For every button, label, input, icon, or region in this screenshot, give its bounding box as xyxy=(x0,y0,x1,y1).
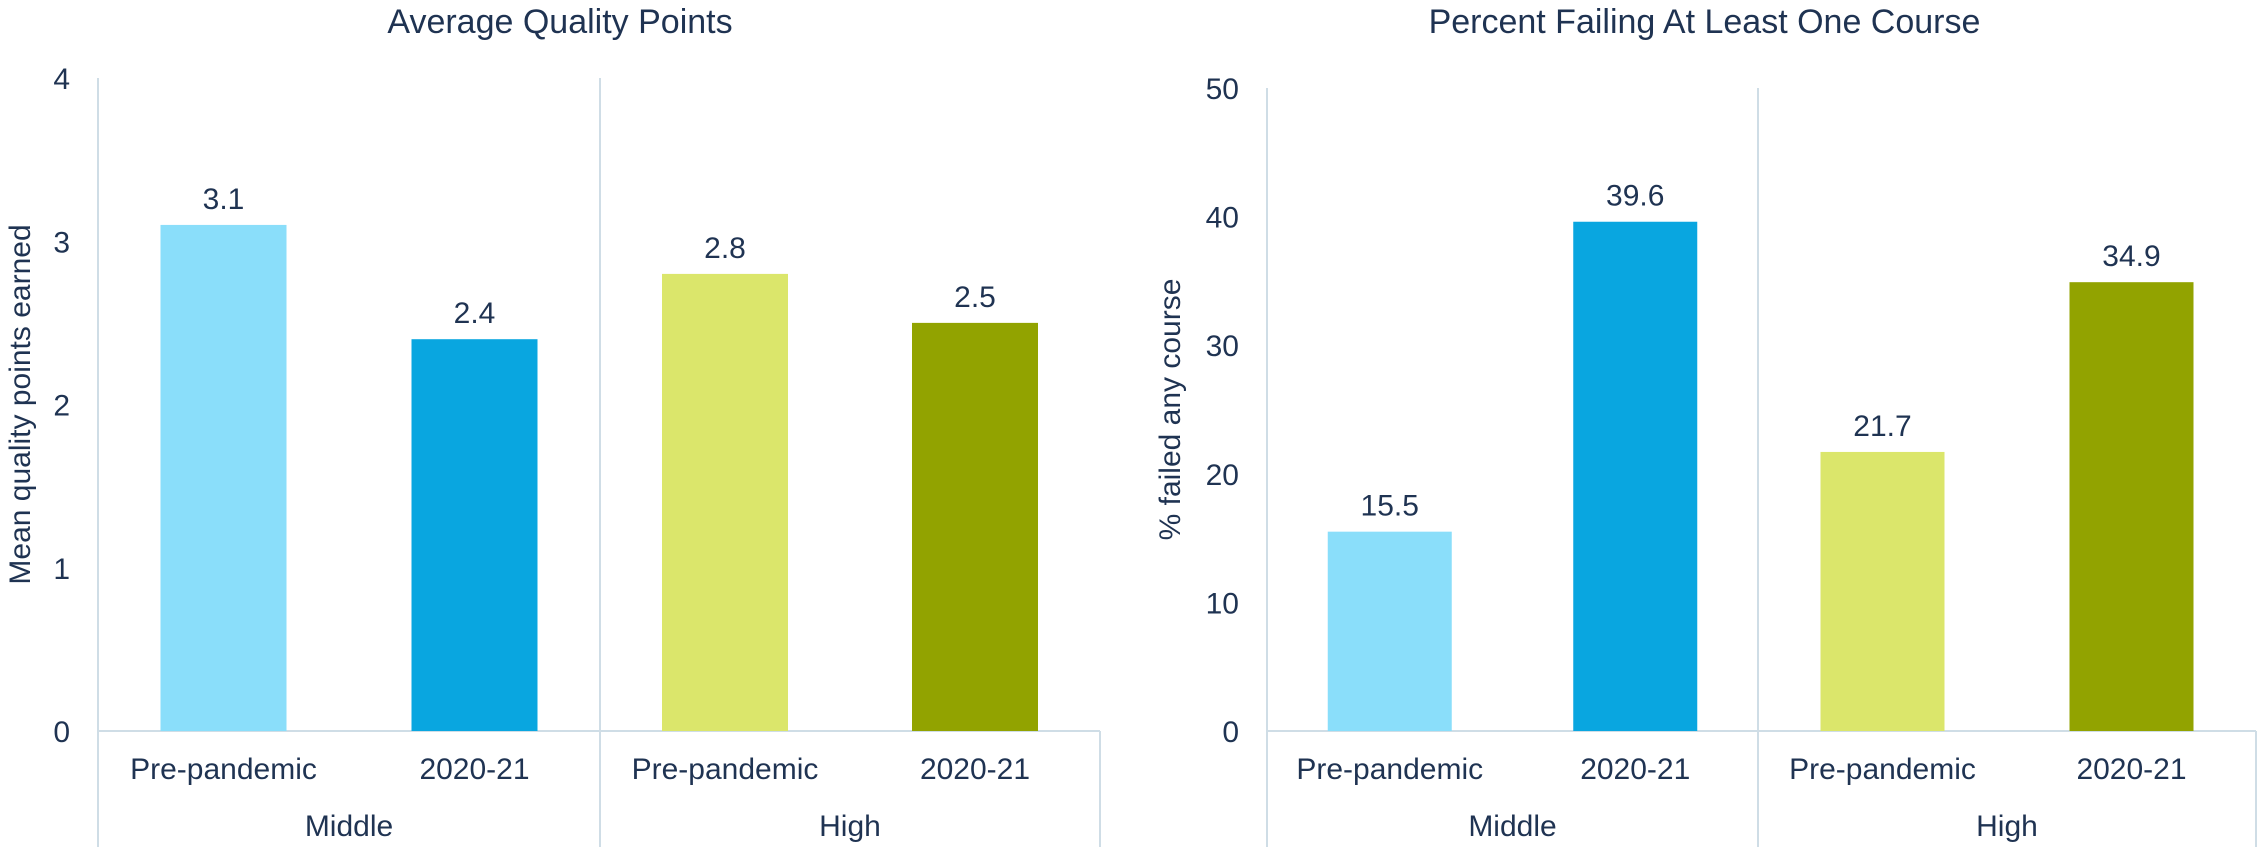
y-tick-label: 30 xyxy=(1206,330,1239,363)
group-label: High xyxy=(1976,810,2038,843)
data-label: 34.9 xyxy=(2102,240,2160,273)
y-tick-label: 50 xyxy=(1206,73,1239,106)
bar xyxy=(2069,282,2194,731)
bar xyxy=(411,339,538,731)
x-tick-label: Pre-pandemic xyxy=(1789,753,1976,786)
y-tick-label: 10 xyxy=(1206,587,1239,620)
data-label: 2.8 xyxy=(704,232,746,265)
x-tick-label: 2020-21 xyxy=(920,753,1030,786)
y-tick-label: 4 xyxy=(53,63,70,96)
data-label: 2.4 xyxy=(454,297,496,330)
x-tick-label: 2020-21 xyxy=(419,753,529,786)
data-label: 21.7 xyxy=(1853,410,1911,443)
x-tick-label: Pre-pandemic xyxy=(130,753,317,786)
y-tick-label: 2 xyxy=(53,390,70,423)
y-tick-label: 3 xyxy=(53,226,70,259)
bar xyxy=(1573,221,1698,731)
data-label: 15.5 xyxy=(1361,490,1419,523)
x-tick-label: 2020-21 xyxy=(1580,753,1690,786)
group-label: High xyxy=(819,810,881,843)
bar xyxy=(160,224,287,732)
bar xyxy=(1820,451,1945,731)
x-tick-label: 2020-21 xyxy=(2076,753,2186,786)
y-tick-label: 1 xyxy=(53,553,70,586)
data-label: 3.1 xyxy=(203,183,245,216)
y-tick-label: 20 xyxy=(1206,459,1239,492)
chart-title: Average Quality Points xyxy=(387,3,733,41)
y-axis-title: Mean quality points earned xyxy=(4,224,37,584)
bar xyxy=(1327,531,1452,731)
bar xyxy=(912,322,1038,731)
x-tick-label: Pre-pandemic xyxy=(632,753,819,786)
quality-points-chart: 0 1 2 3 4 Mean quality points earned 3.1 Pre-pa… xyxy=(4,63,1101,847)
failing-chart: 0 10 20 30 40 50 % failed any course 15.5 Pre-pa… xyxy=(1154,73,2257,847)
failing-panel: Percent Failing At Least One Course 0 10 2… xyxy=(1150,0,2259,847)
bar xyxy=(662,273,788,731)
x-tick-label: Pre-pandemic xyxy=(1296,753,1483,786)
y-tick-label: 0 xyxy=(53,716,70,749)
chart-title: Percent Failing At Least One Course xyxy=(1428,3,1981,41)
data-label: 39.6 xyxy=(1606,180,1664,213)
data-label: 2.5 xyxy=(954,281,996,314)
quality-points-panel: Average Quality Points 0 1 2 3 4 Mean quality… xyxy=(0,0,1120,847)
group-label: Middle xyxy=(305,810,393,843)
y-tick-label: 0 xyxy=(1222,716,1239,749)
y-axis-title: % failed any course xyxy=(1154,279,1187,541)
group-label: Middle xyxy=(1468,810,1556,843)
y-tick-label: 40 xyxy=(1206,202,1239,235)
